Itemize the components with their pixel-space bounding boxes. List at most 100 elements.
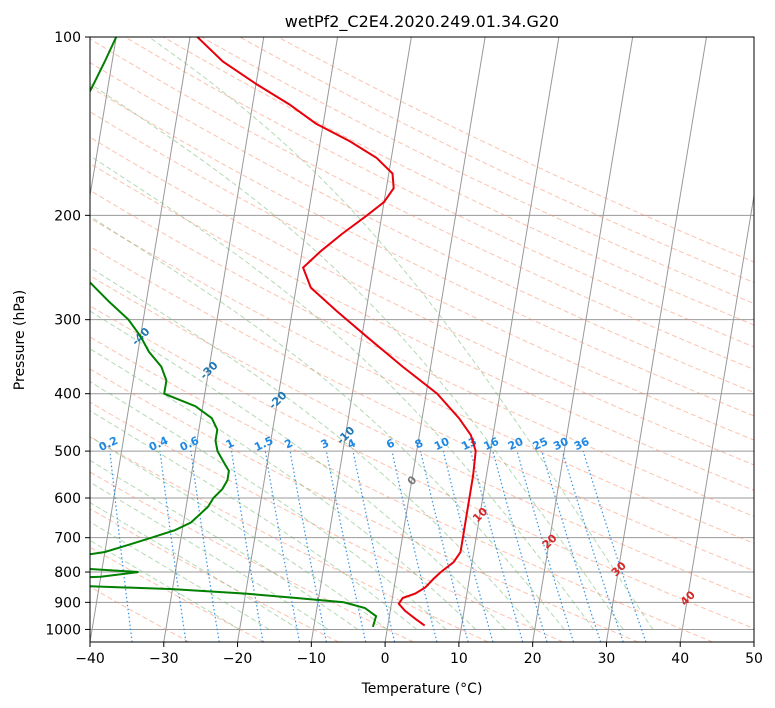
mixing-ratio-label: 10	[432, 435, 452, 453]
mixing-ratio-line	[325, 450, 367, 642]
dry-adiabat	[90, 38, 754, 371]
background-grid: 0.20.40.611.52346810131620253036-100-90-…	[0, 37, 754, 642]
isotherm-label: 30	[609, 559, 629, 579]
dewpoint-line	[90, 37, 378, 628]
dry-adiabat	[163, 37, 754, 326]
mixing-ratio-label: 3	[319, 436, 331, 451]
moist-adiabat	[90, 310, 506, 630]
mixing-ratio-label: 36	[572, 435, 592, 453]
x-tick-label: −10	[297, 651, 327, 667]
isotherm-label: -50	[62, 286, 85, 309]
y-tick-label: 300	[54, 313, 81, 329]
mixing-ratio-label: 25	[531, 435, 550, 453]
mixing-ratio-line	[470, 450, 524, 642]
y-tick-label: 100	[54, 30, 81, 46]
moist-adiabat	[148, 37, 654, 630]
mixing-ratio-label: 6	[384, 436, 397, 451]
dry-adiabat	[124, 37, 754, 348]
moist-adiabat	[90, 410, 417, 630]
mixing-ratio-line	[492, 450, 548, 642]
x-tick-label: 50	[745, 651, 763, 667]
dry-adiabat	[90, 86, 754, 417]
y-tick-label: 1000	[45, 622, 81, 638]
mixing-ratio-line	[561, 450, 624, 642]
mixing-ratio-label: 1	[224, 436, 236, 451]
y-axis-label: Pressure (hPa)	[12, 290, 28, 390]
dry-adiabat	[90, 368, 638, 642]
mixing-ratio-line	[352, 450, 396, 642]
x-tick-label: 0	[381, 651, 390, 667]
y-tick-label: 700	[54, 531, 81, 547]
isotherm-gridline	[458, 37, 560, 642]
moist-adiabat	[90, 521, 270, 630]
isotherm-label: -60	[0, 245, 18, 268]
dry-adiabat	[90, 111, 754, 441]
temperature-line	[196, 37, 477, 627]
dry-adiabat	[90, 245, 754, 572]
y-tick-label: 500	[54, 444, 81, 460]
isotherm-gridline	[90, 37, 117, 199]
isotherm-label: -20	[266, 388, 289, 411]
dry-adiabat	[90, 136, 754, 466]
dry-adiabat	[90, 162, 754, 491]
x-tick-label: 30	[598, 651, 616, 667]
mixing-ratio-line	[419, 450, 469, 642]
dry-adiabat	[90, 189, 754, 517]
x-tick-label: −20	[223, 651, 253, 667]
moist-adiabat	[90, 459, 358, 630]
isotherm-label: 40	[678, 588, 698, 608]
mixing-ratio-label: 30	[551, 435, 571, 453]
mixing-ratio-line	[289, 451, 327, 642]
x-tick-label: −40	[75, 651, 105, 667]
plot-frame	[89, 36, 755, 643]
dry-adiabat	[90, 471, 414, 642]
y-tick-label: 400	[54, 387, 81, 403]
x-tick-label: 10	[450, 651, 468, 667]
x-axis-label: Temperature (°C)	[361, 681, 483, 697]
mixing-ratio-label: 8	[413, 436, 425, 451]
dry-adiabat	[239, 37, 754, 284]
x-tick-label: −30	[149, 651, 179, 667]
moist-adiabat	[90, 381, 447, 630]
moist-adiabat	[90, 215, 565, 630]
dry-adiabat	[90, 275, 754, 600]
moist-adiabat	[90, 481, 329, 630]
dry-adiabat	[90, 217, 754, 544]
isotherm-gridline	[532, 37, 634, 642]
y-tick-label: 900	[54, 595, 81, 611]
mixing-ratio-line	[442, 450, 494, 642]
mixing-ratio-label: 2	[283, 436, 295, 451]
mixing-ratio-line	[541, 450, 602, 642]
dry-adiabat	[90, 401, 564, 642]
axis-ticks: −40 −30 −20 −10 0 10 20 30 40 50 1000 900 800 700 600 5…	[45, 30, 763, 667]
x-tick-label: 40	[671, 651, 689, 667]
moist-adiabat	[90, 348, 477, 630]
dry-adiabat	[90, 336, 713, 642]
mixing-ratio-line	[582, 450, 647, 642]
mixing-ratio-label: 16	[482, 435, 502, 453]
mixing-ratio-line	[159, 451, 187, 642]
y-tick-label: 600	[54, 491, 81, 507]
moist-adiabat	[90, 266, 536, 630]
x-tick-label: 20	[524, 651, 542, 667]
isotherm-gridline	[237, 37, 339, 642]
dry-adiabat	[277, 37, 754, 263]
isotherm-gridline	[679, 192, 754, 642]
moist-adiabat	[90, 539, 240, 630]
y-tick-label: 200	[54, 208, 81, 224]
isotherm-gridline	[605, 37, 707, 642]
moist-adiabat	[90, 83, 624, 630]
isotherm-gridline	[384, 37, 486, 642]
mixing-ratio-line	[109, 451, 133, 642]
chart-title: wetPf2_C2E4.2020.249.01.34.G20	[285, 12, 559, 32]
mixing-ratio-line	[391, 450, 438, 642]
dry-adiabat	[90, 508, 339, 642]
isotherm-gridline	[753, 638, 754, 642]
sounding-lines	[90, 37, 477, 628]
mixing-ratio-line	[516, 450, 575, 642]
dry-adiabat	[90, 305, 754, 630]
mixing-ratio-line	[190, 451, 220, 642]
isotherm-gridline	[90, 37, 191, 642]
mixing-ratio-label: 20	[506, 435, 526, 453]
